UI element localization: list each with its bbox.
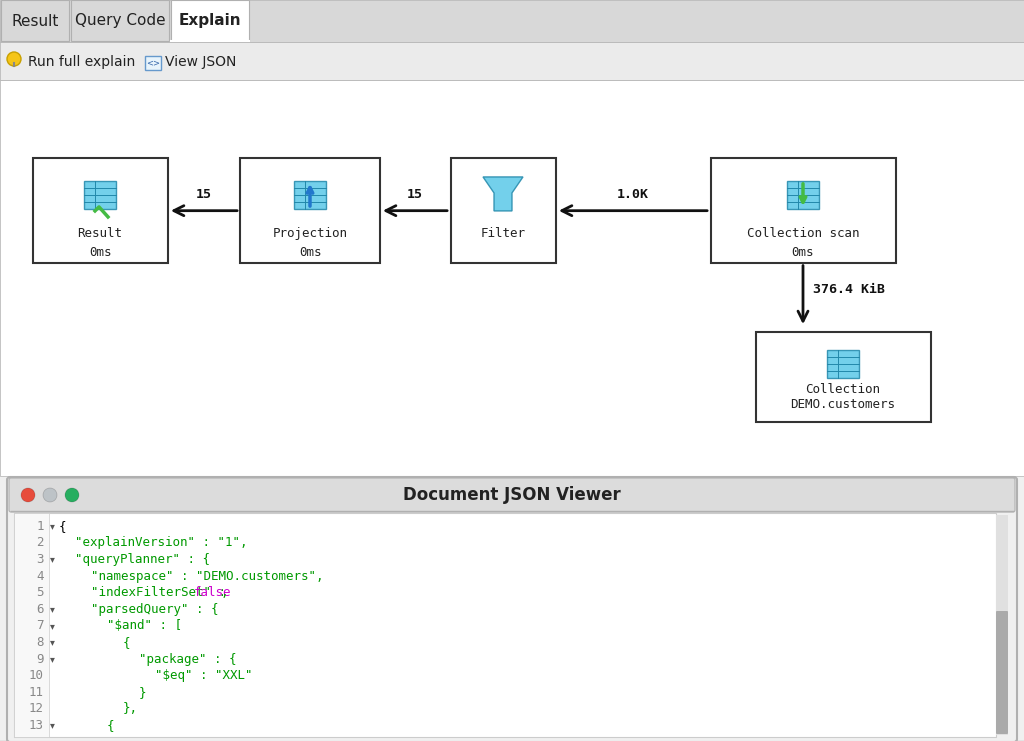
Text: Projection: Projection — [272, 227, 347, 240]
Text: View JSON: View JSON — [165, 55, 237, 69]
Bar — [14, 513, 49, 737]
Circle shape — [43, 488, 57, 502]
Text: 1: 1 — [37, 519, 44, 533]
Bar — [0, 0, 1024, 42]
Text: 7: 7 — [37, 619, 44, 632]
Text: 4: 4 — [37, 570, 44, 582]
FancyBboxPatch shape — [9, 478, 1015, 512]
FancyBboxPatch shape — [711, 158, 896, 263]
FancyBboxPatch shape — [33, 158, 168, 263]
Text: {: { — [123, 636, 130, 649]
Text: 15: 15 — [196, 187, 212, 201]
Text: ▾: ▾ — [49, 621, 54, 631]
Text: "explainVersion" : "1",: "explainVersion" : "1", — [75, 536, 248, 549]
Text: "package" : {: "package" : { — [139, 653, 237, 665]
Bar — [14, 513, 996, 737]
Bar — [84, 181, 116, 209]
Bar — [0, 42, 1024, 80]
Text: 13: 13 — [29, 719, 44, 732]
Text: 376.4 KiB: 376.4 KiB — [813, 283, 885, 296]
Bar — [294, 181, 326, 209]
FancyBboxPatch shape — [171, 0, 249, 41]
Text: ▾: ▾ — [49, 637, 54, 648]
Text: Explain: Explain — [178, 13, 242, 28]
Circle shape — [22, 488, 35, 502]
Polygon shape — [483, 177, 523, 211]
Text: Document JSON Viewer: Document JSON Viewer — [403, 486, 621, 504]
Bar — [827, 350, 859, 377]
Text: {: { — [106, 719, 115, 732]
FancyBboxPatch shape — [996, 611, 1008, 734]
Text: ▾: ▾ — [49, 521, 54, 531]
Text: <>: <> — [146, 59, 160, 67]
Text: 5: 5 — [37, 586, 44, 599]
Bar — [0, 80, 1024, 476]
Text: 3: 3 — [37, 553, 44, 566]
Text: 12: 12 — [29, 702, 44, 715]
Text: Collection
DEMO.customers: Collection DEMO.customers — [791, 383, 896, 411]
Text: 9: 9 — [37, 653, 44, 665]
Text: 0ms: 0ms — [89, 246, 112, 259]
Text: 10: 10 — [29, 669, 44, 682]
Text: 0ms: 0ms — [299, 246, 322, 259]
Text: 11: 11 — [29, 685, 44, 699]
Text: ▾: ▾ — [49, 554, 54, 565]
Text: Filter: Filter — [480, 227, 525, 240]
Text: Result: Result — [11, 13, 58, 28]
FancyBboxPatch shape — [451, 158, 555, 263]
Text: 15: 15 — [407, 187, 423, 201]
FancyBboxPatch shape — [71, 0, 169, 41]
Bar — [996, 515, 1008, 735]
Circle shape — [65, 488, 79, 502]
Text: "indexFilterSet" :: "indexFilterSet" : — [91, 586, 233, 599]
Text: "$and" : [: "$and" : [ — [106, 619, 182, 632]
Text: Collection scan: Collection scan — [746, 227, 859, 240]
Text: false: false — [194, 586, 231, 599]
Text: 6: 6 — [37, 602, 44, 616]
FancyBboxPatch shape — [7, 477, 1017, 741]
FancyBboxPatch shape — [756, 332, 931, 422]
Text: "queryPlanner" : {: "queryPlanner" : { — [75, 553, 210, 566]
Text: 2: 2 — [37, 536, 44, 549]
FancyBboxPatch shape — [145, 56, 161, 70]
Text: },: }, — [123, 702, 138, 715]
Text: "$eq" : "XXL": "$eq" : "XXL" — [155, 669, 253, 682]
Text: ▾: ▾ — [49, 604, 54, 614]
Circle shape — [7, 52, 22, 66]
Text: ▾: ▾ — [49, 720, 54, 731]
Text: Query Code: Query Code — [75, 13, 165, 28]
Text: }: } — [139, 685, 146, 699]
Text: 0ms: 0ms — [792, 246, 814, 259]
Text: {: { — [59, 519, 67, 533]
FancyBboxPatch shape — [1, 0, 69, 41]
Text: 8: 8 — [37, 636, 44, 649]
Text: ▾: ▾ — [49, 654, 54, 664]
Text: "namespace" : "DEMO.customers",: "namespace" : "DEMO.customers", — [91, 570, 324, 582]
Text: 1.0K: 1.0K — [617, 187, 649, 201]
Text: ,: , — [220, 586, 228, 599]
Text: "parsedQuery" : {: "parsedQuery" : { — [91, 602, 218, 616]
Text: Result: Result — [78, 227, 123, 240]
FancyBboxPatch shape — [240, 158, 380, 263]
Text: Run full explain: Run full explain — [28, 55, 135, 69]
Bar — [787, 181, 819, 209]
